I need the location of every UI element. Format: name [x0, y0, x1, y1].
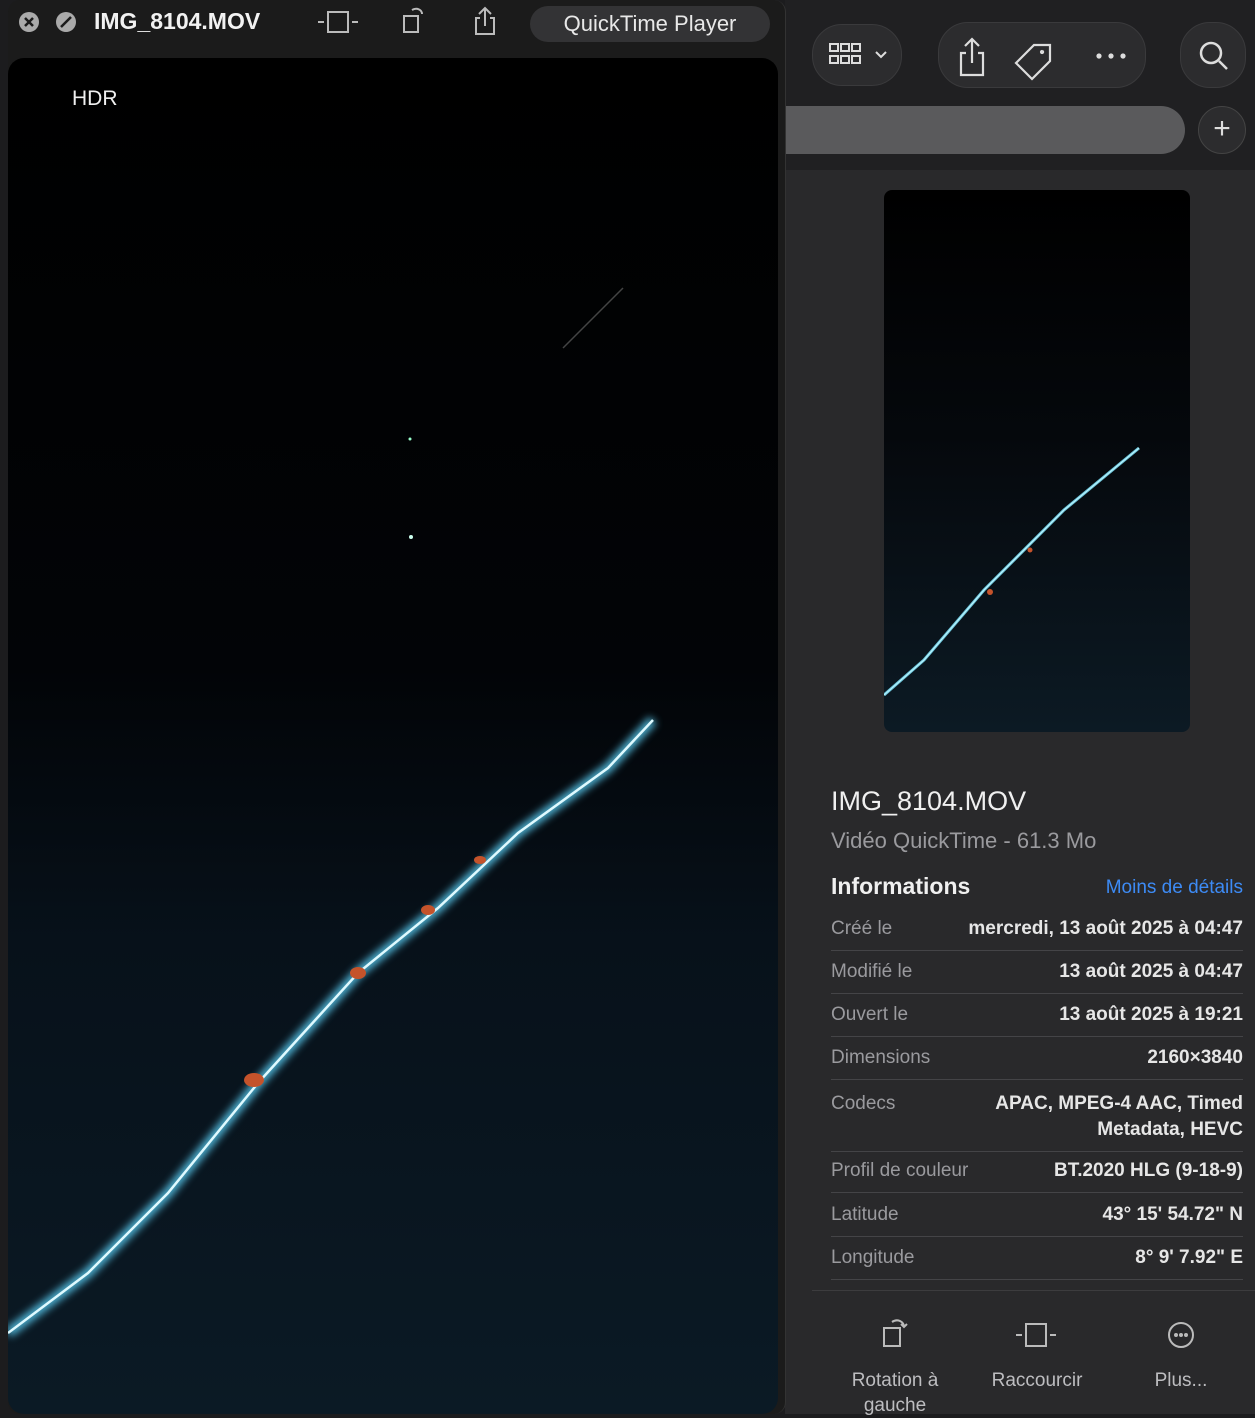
section-title: Informations — [831, 873, 970, 900]
hdr-badge: HDR — [72, 87, 118, 111]
details-toggle[interactable]: Moins de détails — [1106, 877, 1243, 899]
row-value: 13 août 2025 à 04:47 — [1059, 961, 1243, 983]
divider — [812, 1290, 1255, 1291]
more-button[interactable]: Plus... — [1116, 1368, 1246, 1393]
search-button[interactable] — [1180, 22, 1246, 88]
row-label: Latitude — [831, 1204, 899, 1226]
rotate-button[interactable]: Rotation à gauche — [830, 1368, 960, 1418]
row-label: Longitude — [831, 1247, 914, 1269]
video-frame[interactable] — [8, 58, 778, 1414]
file-subtitle: Vidéo QuickTime - 61.3 Mo — [831, 828, 1096, 854]
info-row: Ouvert le 13 août 2025 à 19:21 — [831, 1004, 1243, 1037]
info-row: Créé le mercredi, 13 août 2025 à 04:47 — [831, 918, 1243, 951]
view-icon — [813, 25, 903, 87]
info-row: Longitude 8° 9' 7.92" E — [831, 1247, 1243, 1280]
screen: + IMG_8104.MOV Vidéo QuickTime - 61.3 Mo… — [0, 0, 1255, 1414]
add-button[interactable]: + — [1198, 106, 1246, 154]
view-button[interactable] — [812, 24, 902, 86]
action-icons — [812, 1312, 1255, 1358]
info-row: Dimensions 2160×3840 — [831, 1047, 1243, 1080]
row-label: Codecs — [831, 1091, 895, 1143]
row-value: 2160×3840 — [1147, 1047, 1243, 1069]
row-value: APAC, MPEG-4 AAC, Timed Metadata, HEVC — [953, 1091, 1243, 1143]
action-group — [938, 22, 1146, 88]
row-label: Modifié le — [831, 961, 912, 983]
row-value: 43° 15' 54.72" N — [1103, 1204, 1244, 1226]
search-icon — [1181, 23, 1247, 89]
info-row: Codecs APAC, MPEG-4 AAC, Timed Metadata, … — [831, 1091, 1243, 1152]
file-name: IMG_8104.MOV — [831, 786, 1026, 817]
row-value: 13 août 2025 à 19:21 — [1059, 1004, 1243, 1026]
window-title: IMG_8104.MOV — [94, 8, 260, 35]
trim-button[interactable]: Raccourcir — [972, 1368, 1102, 1393]
info-row: Latitude 43° 15' 54.72" N — [831, 1204, 1243, 1237]
row-label: Ouvert le — [831, 1004, 908, 1026]
search-field[interactable] — [785, 106, 1185, 154]
thumbnail — [884, 190, 1190, 732]
row-label: Profil de couleur — [831, 1160, 968, 1182]
row-value: BT.2020 HLG (9-18-9) — [1054, 1160, 1243, 1182]
info-row: Profil de couleur BT.2020 HLG (9-18-9) — [831, 1160, 1243, 1193]
row-label: Créé le — [831, 918, 892, 940]
row-label: Dimensions — [831, 1047, 930, 1069]
row-value: 8° 9' 7.92" E — [1135, 1247, 1243, 1269]
info-row: Modifié le 13 août 2025 à 04:47 — [831, 961, 1243, 994]
action-icons[interactable] — [939, 23, 1147, 89]
app-button[interactable]: QuickTime Player — [530, 6, 770, 42]
row-value: mercredi, 13 août 2025 à 04:47 — [968, 918, 1243, 940]
